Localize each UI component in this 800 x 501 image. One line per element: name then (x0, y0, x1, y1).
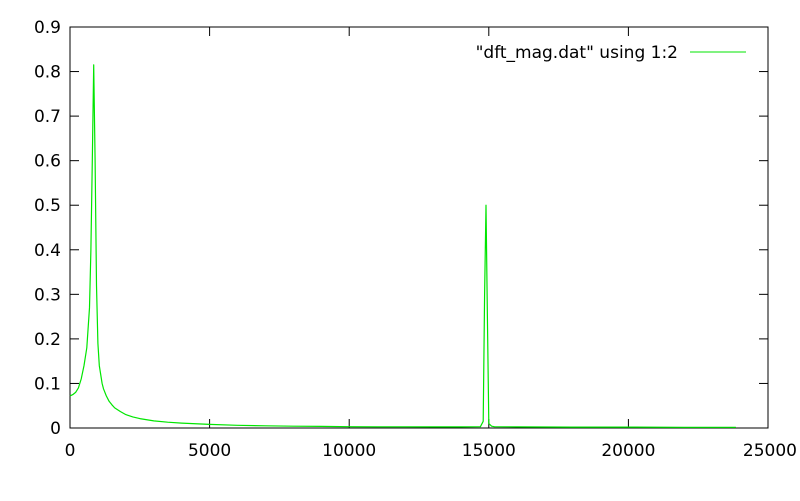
y-tick-label: 0.5 (34, 196, 61, 216)
legend: "dft_mag.dat" using 1:2 (476, 43, 746, 63)
y-tick-label: 0.4 (34, 241, 61, 261)
axis-tick-labels: 0 0.1 0.2 0.3 0.4 0.5 0.6 0.7 0.8 0.9 0 5000 10000 15… (34, 18, 797, 461)
x-tick-label: 20000 (601, 441, 655, 461)
x-tick-label: 15000 (462, 441, 516, 461)
x-tick-label: 0 (65, 441, 76, 461)
y-tick-label: 0.3 (34, 285, 61, 305)
y-tick-label: 0.2 (34, 330, 61, 350)
x-tick-label: 10000 (322, 441, 376, 461)
series-line-0 (69, 64, 736, 428)
legend-label: "dft_mag.dat" using 1:2 (476, 43, 678, 63)
y-tick-label: 0.8 (34, 63, 61, 83)
y-tick-label: 0 (50, 419, 61, 439)
series-layer (69, 64, 736, 428)
x-tick-label: 25000 (743, 441, 797, 461)
x-tick-label: 5000 (188, 441, 231, 461)
axis-ticks (69, 26, 769, 429)
plot-frame (69, 26, 769, 429)
y-tick-label: 0.1 (34, 374, 61, 394)
y-tick-label: 0.9 (34, 18, 61, 38)
y-tick-label: 0.6 (34, 152, 61, 172)
y-tick-label: 0.7 (34, 107, 61, 127)
